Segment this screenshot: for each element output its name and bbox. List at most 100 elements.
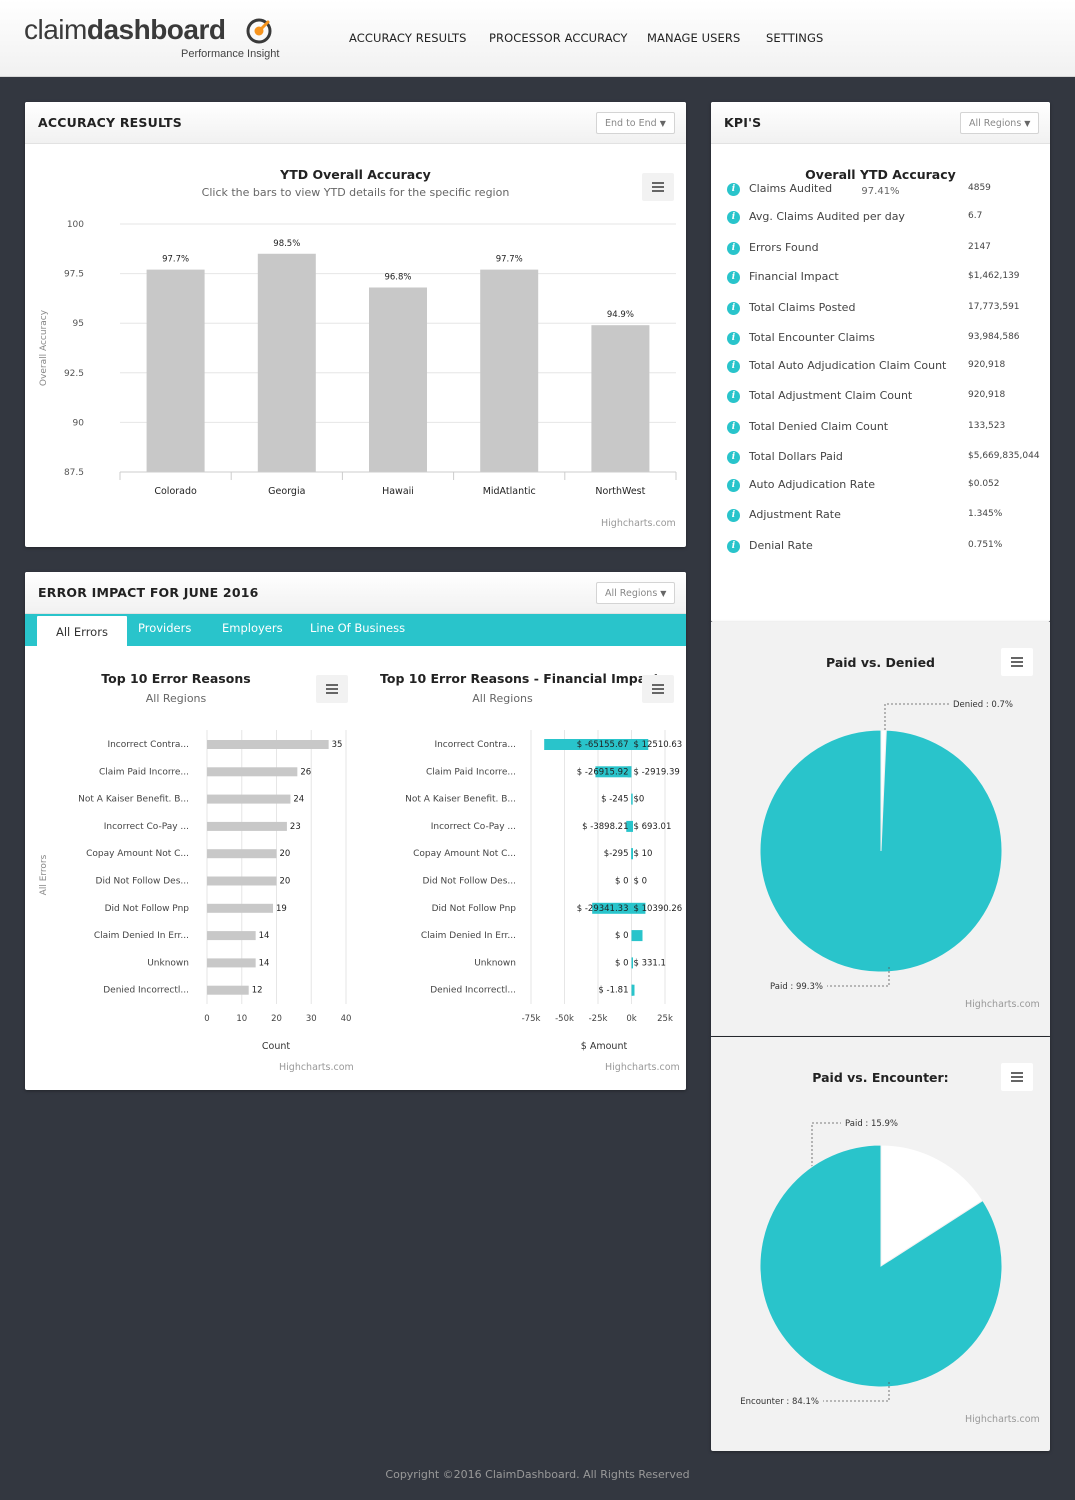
- category-label: Denied Incorrectl...: [430, 986, 516, 996]
- count-bar[interactable]: [207, 876, 277, 886]
- tab-employers[interactable]: Employers: [222, 621, 283, 635]
- info-icon[interactable]: i: [727, 421, 740, 434]
- count-bar[interactable]: [207, 740, 329, 749]
- negative-impact-bar[interactable]: [595, 766, 632, 778]
- kpi-label: Avg. Claims Audited per day: [749, 210, 905, 223]
- x-tick-label: 25k: [657, 1014, 673, 1024]
- positive-impact-bar[interactable]: [631, 902, 646, 914]
- nav-manage-users[interactable]: MANAGE USERS: [647, 31, 741, 45]
- pie-menu-button[interactable]: [1001, 1063, 1033, 1091]
- info-icon[interactable]: i: [727, 211, 740, 224]
- kpi-label: Financial Impact: [749, 270, 839, 283]
- hamburger-line: [652, 688, 664, 690]
- count-bar[interactable]: [207, 821, 287, 831]
- pie-slice[interactable]: [759, 729, 1003, 973]
- positive-impact-bar[interactable]: [631, 984, 635, 996]
- y-tick-label: 87.5: [64, 468, 84, 478]
- region-dropdown[interactable]: All Regions ▼: [960, 112, 1040, 134]
- tab-line-of-business[interactable]: Line Of Business: [310, 621, 406, 635]
- kpi-row: i Total Adjustment Claim Count 920,918: [727, 389, 1043, 407]
- logo-text-thin: claim: [24, 14, 87, 45]
- chart-credit[interactable]: Highcharts.com: [601, 518, 676, 529]
- info-icon[interactable]: i: [727, 183, 740, 196]
- accuracy-bar[interactable]: [369, 287, 427, 472]
- count-bar[interactable]: [207, 903, 274, 913]
- paid-vs-denied-panel: Paid vs. Denied Denied : 0.7% Paid : 99.3…: [711, 622, 1050, 1036]
- negative-impact-bar[interactable]: [631, 793, 633, 805]
- nav-accuracy-results[interactable]: ACCURACY RESULTS: [349, 31, 467, 45]
- bar-data-label: 35: [332, 740, 343, 750]
- negative-data-label: $ -3898.21: [582, 822, 628, 832]
- region-dropdown[interactable]: All Regions ▼: [596, 582, 676, 604]
- error-tabs: All Errors Providers Employers Line Of B…: [25, 614, 686, 646]
- pie-credit[interactable]: Highcharts.com: [965, 1414, 1040, 1425]
- accuracy-bar[interactable]: [146, 269, 205, 472]
- accuracy-bar[interactable]: [591, 325, 650, 472]
- info-icon[interactable]: i: [727, 242, 740, 255]
- chart-menu-button[interactable]: [642, 173, 674, 201]
- negative-impact-bar[interactable]: [592, 902, 632, 914]
- negative-impact-bar[interactable]: [544, 739, 632, 750]
- scope-dropdown[interactable]: End to End ▼: [596, 112, 675, 134]
- pie-title: Paid vs. Denied: [826, 655, 935, 670]
- bar-data-label: 12: [252, 986, 263, 996]
- positive-impact-bar[interactable]: [631, 820, 634, 832]
- positive-impact-bar[interactable]: [631, 739, 649, 750]
- info-icon[interactable]: i: [727, 332, 740, 345]
- info-icon[interactable]: i: [727, 479, 740, 492]
- negative-impact-bar[interactable]: [626, 820, 632, 832]
- tab-providers[interactable]: Providers: [138, 621, 192, 635]
- hamburger-line: [326, 692, 338, 694]
- caret-down-icon: ▼: [660, 589, 667, 598]
- pie-menu-button[interactable]: [1001, 648, 1033, 676]
- positive-impact-bar[interactable]: [627, 766, 632, 778]
- kpi-row: i Total Dollars Paid $5,669,835,044: [727, 450, 1043, 468]
- kpi-value: 920,918: [968, 360, 1006, 370]
- info-icon[interactable]: i: [727, 271, 740, 284]
- pie-slice[interactable]: [880, 1144, 984, 1267]
- impact-chart-credit[interactable]: Highcharts.com: [605, 1062, 680, 1073]
- panel-title: ACCURACY RESULTS: [38, 115, 182, 130]
- x-tick-label: NorthWest: [595, 486, 645, 497]
- brand-logo[interactable]: claimdashboard Performance Insight: [24, 14, 284, 64]
- count-bar[interactable]: [207, 931, 256, 941]
- info-icon[interactable]: i: [727, 540, 740, 553]
- count-bar[interactable]: [207, 849, 277, 859]
- positive-data-label: $ 331.1: [634, 958, 666, 968]
- count-bar[interactable]: [207, 794, 291, 804]
- info-icon[interactable]: i: [727, 302, 740, 315]
- kpi-row: i Total Claims Posted 17,773,591: [727, 301, 1043, 319]
- pie-slice[interactable]: [759, 1144, 1003, 1388]
- kpi-label: Denial Rate: [749, 539, 813, 552]
- tab-all-errors[interactable]: All Errors: [37, 616, 127, 646]
- bar-data-label: 98.5%: [273, 239, 300, 249]
- accuracy-bar[interactable]: [480, 269, 539, 472]
- nav-settings[interactable]: SETTINGS: [766, 31, 824, 45]
- positive-impact-bar[interactable]: [631, 957, 634, 969]
- x-tick-label: 20: [271, 1014, 282, 1024]
- count-bar[interactable]: [207, 958, 256, 968]
- impact-chart-menu-button[interactable]: [642, 675, 674, 703]
- nav-processor-accuracy[interactable]: PROCESSOR ACCURACY: [489, 31, 628, 45]
- impact-chart-subtitle: All Regions: [472, 692, 533, 705]
- y-tick-label: 97.5: [64, 270, 84, 280]
- category-label: Claim Denied In Err...: [94, 931, 189, 941]
- category-label: Claim Denied In Err...: [421, 931, 516, 941]
- positive-impact-bar[interactable]: [631, 848, 634, 860]
- pie-credit[interactable]: Highcharts.com: [965, 999, 1040, 1010]
- kpi-row: i Auto Adjudication Rate $0.052: [727, 478, 1043, 496]
- x-tick-label: 0k: [626, 1014, 636, 1024]
- info-icon[interactable]: i: [727, 451, 740, 464]
- info-icon[interactable]: i: [727, 390, 740, 403]
- count-bar[interactable]: [207, 985, 249, 995]
- count-chart-menu-button[interactable]: [316, 675, 348, 703]
- bar-data-label: 96.8%: [384, 272, 411, 282]
- logo-text-bold: dashboard: [86, 14, 226, 45]
- accuracy-bar[interactable]: [257, 253, 316, 472]
- positive-impact-bar[interactable]: [631, 930, 643, 942]
- count-chart-credit[interactable]: Highcharts.com: [279, 1062, 354, 1073]
- info-icon[interactable]: i: [727, 360, 740, 373]
- count-bar[interactable]: [207, 767, 298, 777]
- info-icon[interactable]: i: [727, 509, 740, 522]
- kpi-label: Adjustment Rate: [749, 508, 841, 521]
